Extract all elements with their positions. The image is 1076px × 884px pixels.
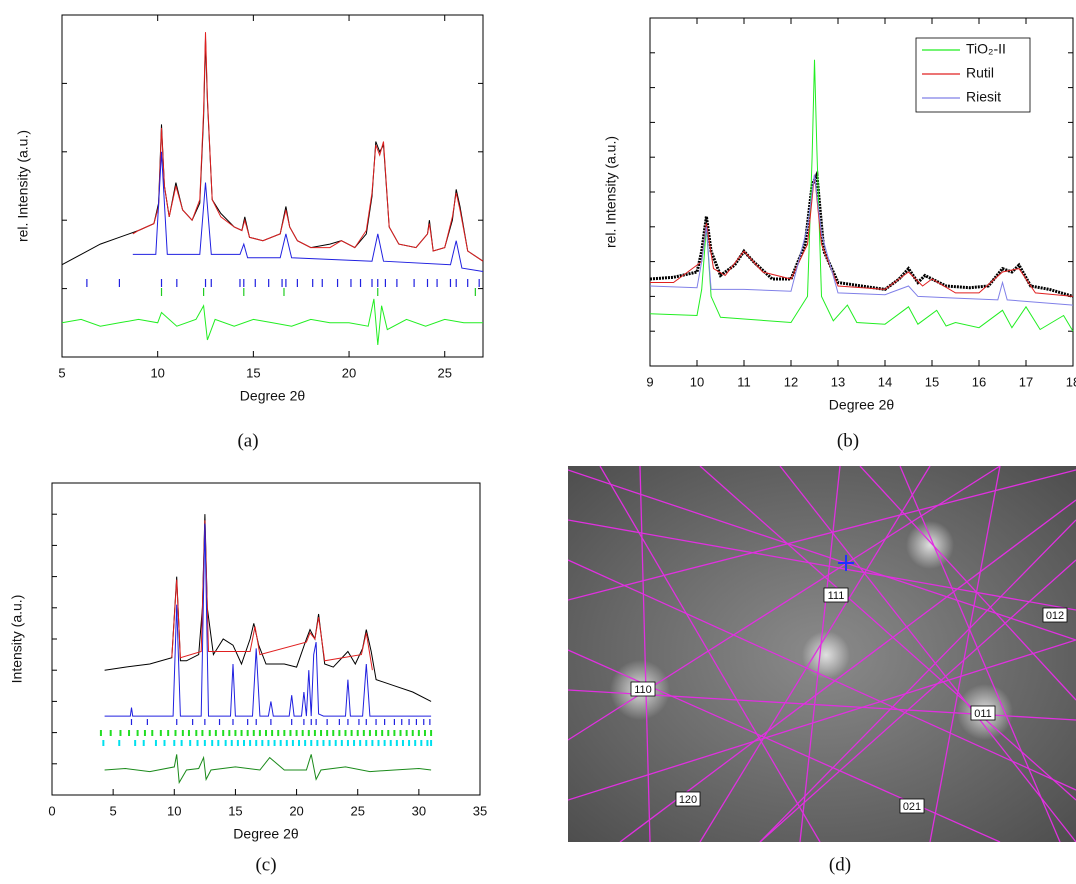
series-line: [649, 174, 1074, 306]
x-tick-label: 15: [925, 374, 939, 389]
zone-label-box: [1042, 607, 1068, 623]
series-line: [171, 520, 373, 671]
x-tick-label: 20: [342, 365, 356, 380]
x-tick-label: 11: [737, 374, 751, 389]
series-line: [61, 298, 483, 346]
x-tick-label: 15: [246, 365, 260, 380]
series-line: [104, 754, 432, 785]
x-tick-label: 13: [831, 374, 845, 389]
x-tick-label: 20: [289, 803, 303, 818]
x-tick-label: 18: [1066, 374, 1076, 389]
panel-label: (d): [829, 854, 851, 875]
pattern-center: [838, 555, 854, 571]
x-tick-label: 10: [690, 374, 704, 389]
x-tick-label: 30: [412, 803, 426, 818]
panel-label: (b): [837, 430, 859, 451]
series-line: [104, 523, 432, 717]
series-line: [132, 151, 484, 272]
plot: 0 5 10 15 20 25 30 35 Degree 2θ Intensity (a.u.): [9, 482, 487, 842]
x-tick-label: 25: [437, 365, 451, 380]
y-axis-label: rel. Intensity (a.u.): [603, 136, 619, 248]
zone-label: 120: [679, 794, 697, 806]
x-tick-label: 12: [784, 374, 798, 389]
x-axis-label: Degree 2θ: [233, 826, 299, 842]
panel-label: (a): [237, 430, 258, 451]
zone-label-box: [899, 798, 925, 814]
x-axis-label: Degree 2θ: [240, 388, 306, 404]
series-line: [649, 168, 1074, 298]
x-tick-label: 9: [646, 374, 653, 389]
plot: 9 10 11 12 13 14 15 16 17 18 Degree 2θ rel. Intensi…: [603, 17, 1076, 413]
plot: 5 10 15 20 25 Degree 2θ rel. Intensity (a.u.): [15, 14, 484, 404]
x-tick-label: 5: [110, 803, 117, 818]
series-line: [61, 38, 484, 266]
zone-label-box: [823, 587, 849, 603]
pole-glow: [906, 521, 954, 569]
series-line: [650, 174, 1074, 297]
legend-label: Rutil: [966, 65, 994, 81]
x-tick-label: 25: [350, 803, 364, 818]
zone-label: 012: [1046, 610, 1064, 622]
zone-label-box: [675, 791, 701, 807]
zone-label: 111: [828, 590, 845, 602]
zone-label: 021: [903, 801, 921, 813]
x-tick-label: 10: [150, 365, 164, 380]
zone-label-box: [630, 681, 656, 697]
series-line: [132, 32, 484, 262]
series-line: [104, 514, 432, 702]
plot-frame: [51, 482, 481, 796]
x-tick-label: 5: [58, 365, 65, 380]
x-axis-label: Degree 2θ: [829, 397, 895, 413]
x-tick-label: 10: [167, 803, 181, 818]
x-tick-label: 16: [972, 374, 986, 389]
zone-label-box: [970, 705, 996, 721]
zone-label: 110: [634, 684, 652, 696]
pole-glow: [802, 631, 850, 679]
x-tick-label: 0: [48, 803, 55, 818]
x-tick-label: 35: [473, 803, 487, 818]
x-tick-label: 17: [1019, 374, 1033, 389]
x-tick-label: 15: [228, 803, 242, 818]
series-line: [649, 59, 1074, 332]
zone-label: 011: [974, 708, 992, 720]
plot-frame: [61, 14, 484, 358]
y-axis-label: rel. Intensity (a.u.): [15, 130, 31, 242]
panel-label: (c): [255, 854, 276, 875]
legend-label: TiO₂-II: [966, 41, 1006, 57]
x-tick-label: 14: [878, 374, 892, 389]
y-axis-label: Intensity (a.u.): [9, 595, 25, 684]
ebsd-image: [568, 466, 1076, 842]
kikuchi-lines: [568, 466, 1076, 842]
legend-label: Riesit: [966, 89, 1001, 105]
